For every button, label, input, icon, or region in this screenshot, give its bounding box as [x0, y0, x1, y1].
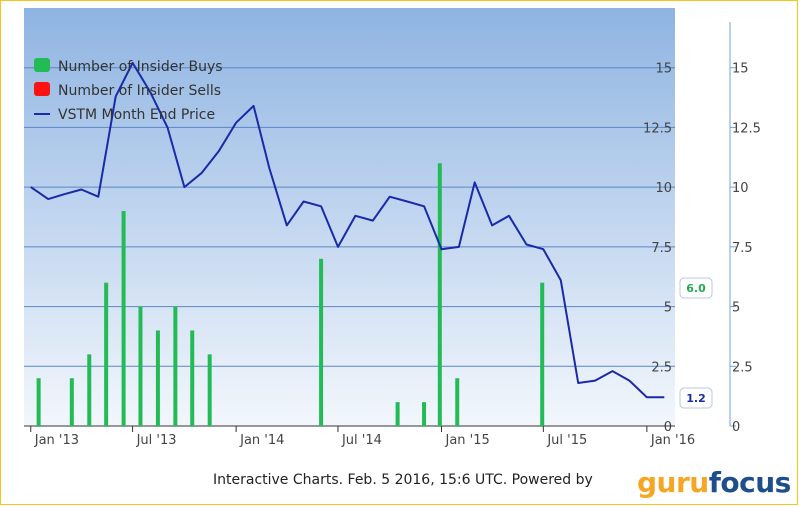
insider-buy-bar — [36, 378, 41, 426]
insider-buy-bar — [173, 306, 178, 426]
x-tick-label: Jan '14 — [239, 433, 284, 448]
legend-swatch — [34, 82, 50, 96]
y-right-tick-label: 0 — [732, 420, 740, 435]
y-right-tick-label: 2.5 — [732, 360, 753, 375]
y-right-tick-label: 7.5 — [732, 241, 753, 256]
y-right-tick-label: 5 — [732, 301, 740, 316]
plot-background — [24, 8, 675, 426]
x-tick-label: Jan '15 — [444, 433, 489, 448]
value-flag — [679, 277, 713, 299]
value-flag — [679, 387, 713, 409]
x-tick-label: Jan '16 — [650, 433, 695, 448]
y-tick-label: 5 — [664, 301, 672, 316]
insider-buy-bar — [121, 211, 126, 426]
insider-buy-bar — [190, 330, 195, 426]
insider-buy-bar — [437, 163, 442, 426]
value-flag-label: 1.2 — [686, 392, 706, 405]
legend-label: VSTM Month End Price — [58, 107, 215, 123]
logo-guru: guru — [637, 466, 709, 499]
gurufocus-logo[interactable]: gurufocus — [637, 466, 791, 499]
y-tick-label: 12.5 — [643, 121, 672, 136]
x-tick-label: Jul '13 — [136, 433, 177, 448]
insider-buy-bar — [207, 354, 212, 426]
insider-buy-bar — [395, 402, 400, 426]
insider-buy-bar — [155, 330, 160, 426]
value-flag-label: 6.0 — [686, 282, 706, 295]
price-line — [30, 61, 665, 399]
legend-label: Number of Insider Buys — [58, 59, 223, 75]
legend-label: Number of Insider Sells — [58, 83, 221, 99]
y-tick-label: 7.5 — [651, 241, 672, 256]
insider-buy-bar — [69, 378, 74, 426]
insider-buy-bar — [87, 354, 92, 426]
y-tick-label: 15 — [655, 62, 672, 77]
insider-chart: 0 2.5 5 7.5 10 12.5 15 0 2.5 5 7.5 10 12.5 15 Jan '13 J… — [24, 8, 761, 448]
footer: Interactive Charts. Feb. 5 2016, 15:6 UT… — [0, 466, 800, 502]
y-tick-label: 0 — [664, 420, 672, 435]
y-right-tick-label: 15 — [732, 62, 749, 77]
y-right-tick-label: 10 — [732, 181, 749, 196]
legend-swatch — [34, 58, 50, 72]
insider-buy-bar — [319, 258, 324, 426]
insider-buy-bar — [455, 378, 460, 426]
y-tick-label: 10 — [655, 181, 672, 196]
footer-text: Interactive Charts. Feb. 5 2016, 15:6 UT… — [213, 472, 593, 488]
y-tick-label: 2.5 — [651, 360, 672, 375]
x-tick-label: Jan '13 — [34, 433, 79, 448]
insider-buy-bar — [138, 306, 143, 426]
logo-focus: focus — [708, 466, 792, 499]
x-tick-label: Jul '15 — [546, 433, 587, 448]
insider-buy-bar — [422, 402, 427, 426]
insider-buy-bar — [540, 282, 545, 426]
insider-buy-bar — [104, 282, 109, 426]
y-right-tick-label: 12.5 — [732, 121, 761, 136]
x-tick-label: Jul '14 — [341, 433, 382, 448]
